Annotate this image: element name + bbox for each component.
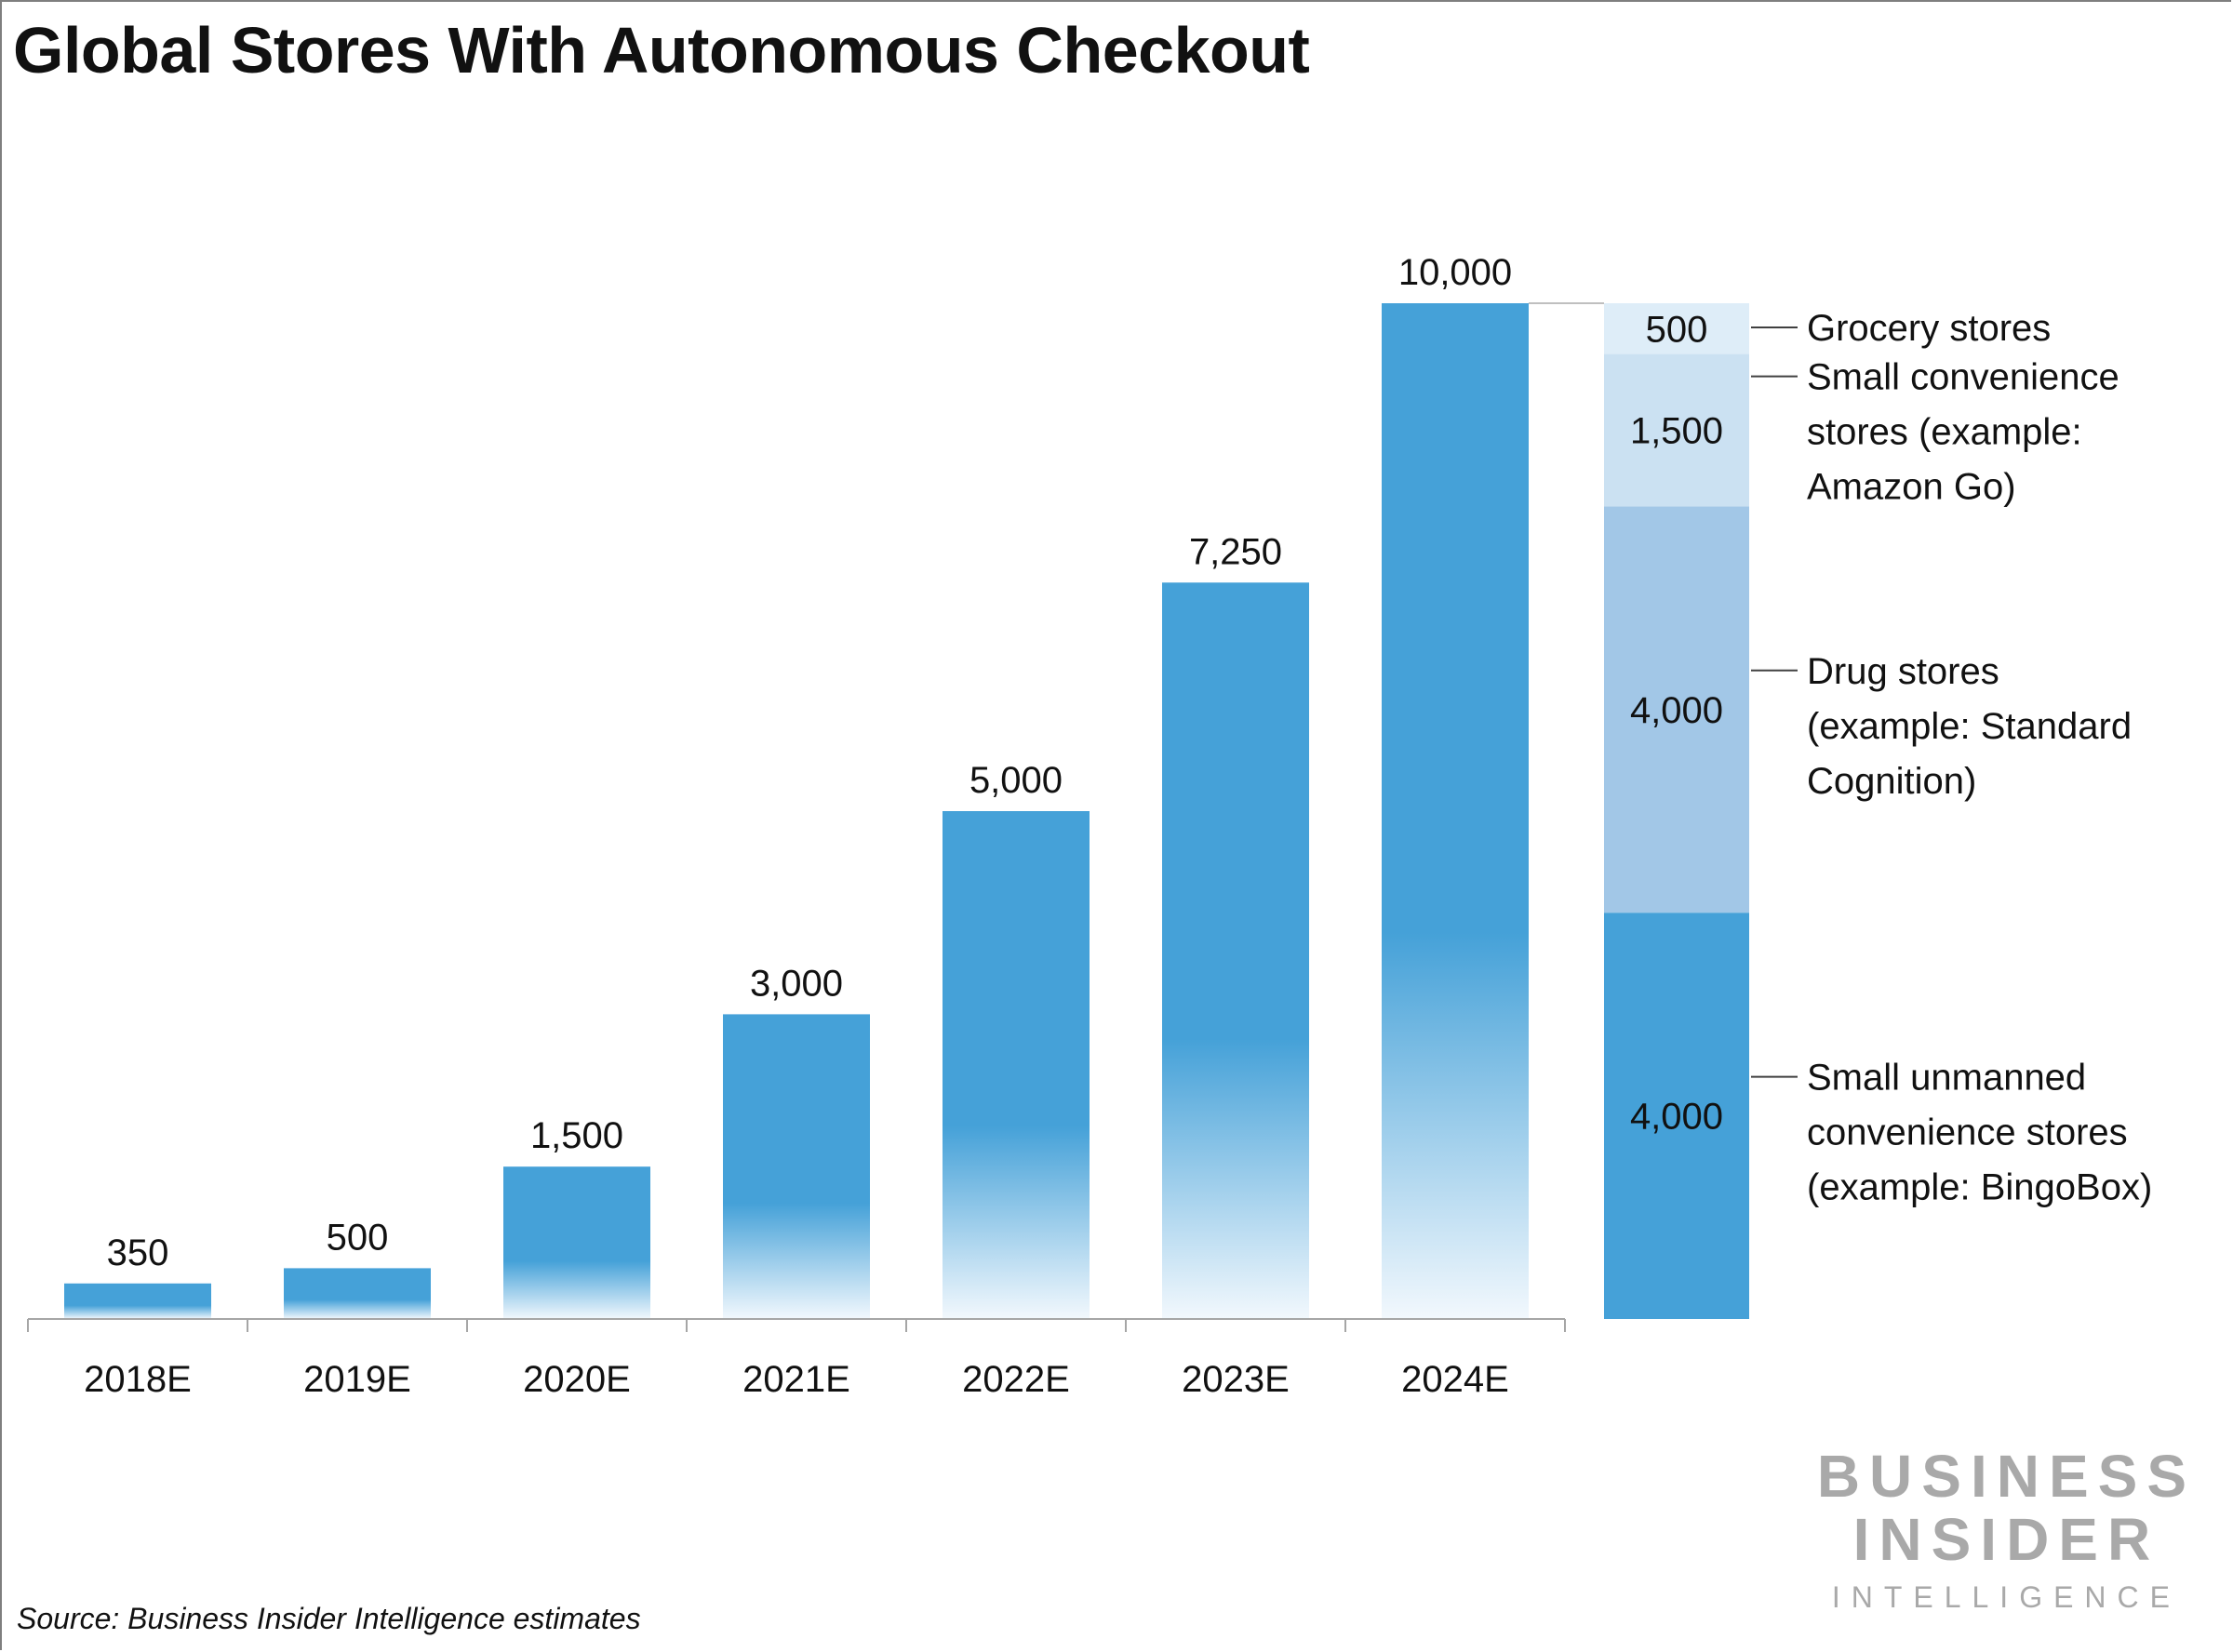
chart-title: Global Stores With Autonomous Checkout: [13, 14, 1310, 87]
data-label-2020E: 1,500: [530, 1115, 623, 1156]
stack-value-label-2: 1,500: [1630, 411, 1723, 452]
bar-2021E: [723, 1014, 870, 1319]
x-tick-label-2018E: 2018E: [84, 1359, 192, 1400]
stack-value-label-1: 4,000: [1630, 690, 1723, 731]
data-label-2021E: 3,000: [750, 963, 843, 1004]
data-label-2023E: 7,250: [1189, 531, 1282, 572]
stack-value-label-3: 500: [1646, 309, 1708, 350]
data-label-2024E: 10,000: [1398, 252, 1512, 293]
stack-segment-1: [1604, 506, 1749, 913]
source-note: Source: Business Insider Intelligence es…: [17, 1602, 641, 1635]
logo-line-2: INSIDER: [1852, 1506, 2160, 1573]
business-insider-logo: BUSINESS INSIDER INTELLIGENCE: [1817, 1446, 2196, 1612]
bar-2018E: [64, 1283, 211, 1319]
stack-segment-2: [1604, 353, 1749, 507]
bar-2023E: [1162, 582, 1309, 1319]
stack-category-label-0-line-1: convenience stores: [1807, 1112, 2128, 1153]
stack-category-label-1-line-2: Cognition): [1807, 761, 1976, 802]
stack-category-label-0-line-0: Small unmanned: [1807, 1058, 2086, 1099]
bar-2020E: [503, 1166, 650, 1319]
stack-category-label-3-line-0: Grocery stores: [1807, 308, 2051, 349]
stack-segment-0: [1604, 913, 1749, 1319]
stack-category-label-2-line-2: Amazon Go): [1807, 467, 2016, 508]
bar-2024E: [1382, 303, 1529, 1319]
data-label-2018E: 350: [107, 1232, 169, 1273]
x-tick-label-2022E: 2022E: [962, 1359, 1070, 1400]
logo-line-3: INTELLIGENCE: [1831, 1580, 2181, 1614]
x-tick-label-2019E: 2019E: [303, 1359, 411, 1400]
data-label-2019E: 500: [327, 1217, 389, 1258]
data-label-2022E: 5,000: [969, 760, 1063, 801]
stack-segment-3: [1604, 303, 1749, 354]
bar-2022E: [943, 811, 1090, 1319]
x-tick-label-2020E: 2020E: [523, 1359, 631, 1400]
stack-category-label-2-line-1: stores (example:: [1807, 412, 2082, 453]
logo-line-1: BUSINESS: [1816, 1443, 2196, 1510]
x-tick-label-2024E: 2024E: [1401, 1359, 1509, 1400]
stack-category-label-1-line-1: (example: Standard: [1807, 706, 2132, 747]
x-tick-label-2021E: 2021E: [742, 1359, 850, 1400]
stack-category-label-0-line-2: (example: BingoBox): [1807, 1167, 2152, 1208]
stack-category-label-2-line-0: Small convenience: [1807, 357, 2119, 398]
stack-category-label-1-line-0: Drug stores: [1807, 651, 1999, 692]
x-tick-label-2023E: 2023E: [1182, 1359, 1290, 1400]
stack-value-label-0: 4,000: [1630, 1097, 1723, 1138]
bar-2019E: [284, 1268, 431, 1319]
